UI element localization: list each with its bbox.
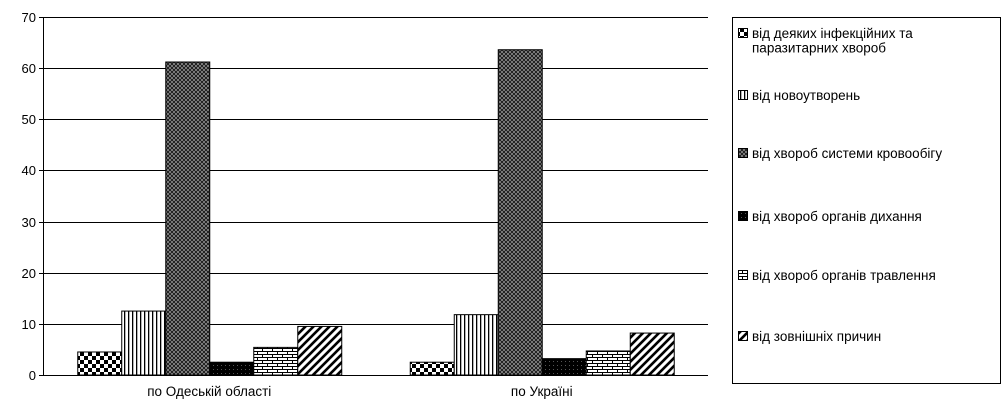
bars <box>78 50 675 375</box>
y-tick-label: 20 <box>22 266 36 281</box>
bar <box>454 315 498 375</box>
bar <box>630 333 674 375</box>
legend-swatch <box>739 91 748 100</box>
legend-label: від зовнішніх причин <box>752 329 881 344</box>
y-tick-label: 0 <box>29 368 36 383</box>
y-tick-label: 30 <box>22 215 36 230</box>
gridlines <box>43 18 708 325</box>
legend-swatch <box>739 271 748 280</box>
legend-swatch <box>739 332 748 341</box>
y-tick-label: 60 <box>22 61 36 76</box>
bar <box>78 352 122 375</box>
legend-label: від новоутворень <box>752 88 860 103</box>
x-category-label: по Україні <box>511 384 573 399</box>
y-tick-label: 50 <box>22 112 36 127</box>
y-tick-label: 40 <box>22 163 36 178</box>
y-tick-label: 70 <box>22 10 36 25</box>
legend-swatch <box>739 149 748 158</box>
x-category-label: по Одеській області <box>147 384 271 399</box>
bar <box>122 311 166 375</box>
legend-swatch <box>739 212 748 221</box>
legend-swatch <box>739 29 748 38</box>
bar <box>210 362 254 375</box>
legend-label: від хвороб системи кровообігу <box>752 146 942 161</box>
bar <box>298 326 342 375</box>
legend: від деяких інфекційних та паразитарних хв… <box>733 18 1001 384</box>
bar <box>586 351 630 375</box>
bar <box>166 62 210 375</box>
bar <box>410 362 454 375</box>
legend-label: від хвороб органів дихання <box>752 209 922 224</box>
bar <box>542 359 586 375</box>
legend-label: від хвороб органів травлення <box>752 268 936 283</box>
bar <box>254 347 298 375</box>
y-tick-label: 10 <box>22 317 36 332</box>
bar <box>498 50 542 375</box>
